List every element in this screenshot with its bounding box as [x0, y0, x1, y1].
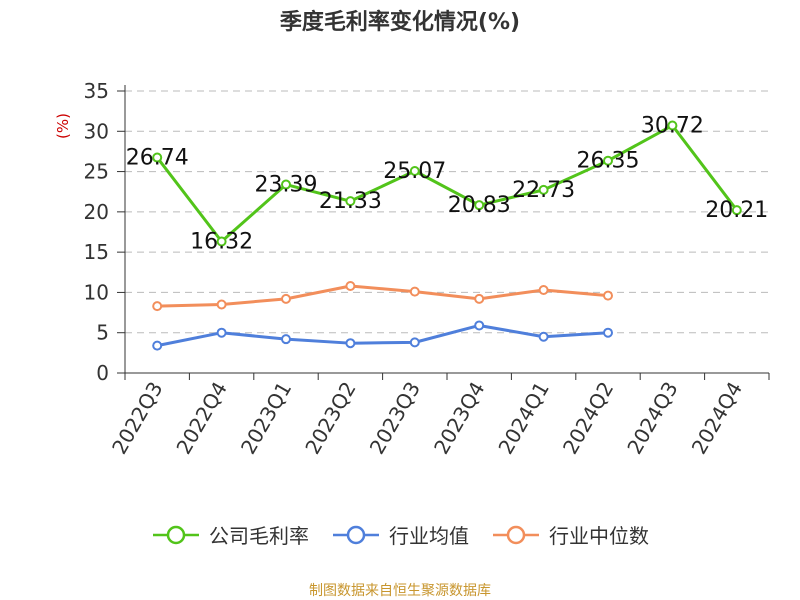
data-point	[603, 290, 613, 301]
data-point	[345, 196, 356, 207]
data-label: 26.74	[126, 146, 189, 171]
data-point	[603, 327, 613, 338]
series-line	[156, 323, 609, 348]
series-line	[157, 284, 609, 308]
data-label: 26.35	[577, 149, 640, 174]
y-tick-label: 10	[84, 280, 109, 304]
legend-item-industry-median[interactable]: 行业中位数	[491, 520, 649, 549]
data-point	[409, 337, 420, 348]
data-point	[152, 301, 163, 312]
legend-label: 公司毛利率	[209, 524, 309, 548]
chart-title: 季度毛利率变化情况(%)	[279, 10, 521, 35]
data-point	[281, 334, 291, 345]
x-tick-label: 2024Q3	[622, 378, 682, 459]
legend: 公司毛利率 行业均值 行业中位数	[0, 520, 800, 549]
x-tick-label: 2023Q3	[365, 378, 425, 459]
legend-item-industry-mean[interactable]: 行业均值	[331, 520, 469, 549]
data-point	[345, 280, 356, 291]
data-point	[474, 200, 485, 211]
legend-label: 行业均值	[389, 524, 469, 548]
y-tick-label: 0	[96, 361, 109, 385]
y-tick-label: 15	[84, 240, 109, 264]
data-point	[667, 120, 678, 131]
x-tick-label: 2024Q2	[558, 378, 618, 459]
data-point	[474, 293, 485, 304]
data-point	[538, 285, 549, 296]
x-tick-label: 2023Q4	[429, 378, 489, 459]
data-label: 22.73	[512, 178, 575, 203]
legend-label: 行业中位数	[549, 524, 649, 548]
legend-marker-icon	[153, 525, 199, 544]
data-label: 23.39	[255, 173, 318, 198]
data-point	[603, 155, 613, 166]
y-tick-label: 20	[84, 200, 109, 224]
legend-item-company[interactable]: 公司毛利率	[151, 520, 309, 549]
data-point	[409, 166, 420, 177]
data-point	[538, 331, 549, 342]
y-tick-label: 25	[84, 160, 109, 184]
x-tick-label: 2024Q1	[493, 378, 553, 459]
x-tick-label: 2023Q1	[236, 378, 296, 459]
data-label: 25.07	[383, 159, 446, 184]
source-note: 制图数据来自恒生聚源数据库	[309, 583, 491, 599]
data-point	[152, 152, 163, 163]
x-tick-label: 2022Q4	[171, 378, 231, 459]
x-tick-label: 2024Q4	[687, 378, 747, 459]
data-point	[538, 184, 549, 195]
data-point	[409, 286, 420, 297]
data-label: 16.32	[190, 230, 253, 255]
y-tick-label: 5	[96, 321, 109, 345]
data-point	[281, 293, 291, 304]
data-label: 20.83	[448, 193, 511, 218]
data-point	[216, 327, 227, 338]
data-point	[731, 205, 742, 216]
data-label: 30.72	[641, 113, 704, 138]
data-point	[345, 338, 356, 349]
y-tick-label: 30	[84, 119, 109, 143]
x-tick-label: 2022Q3	[107, 378, 167, 459]
data-point	[474, 320, 485, 331]
data-label: 21.33	[319, 189, 382, 214]
series-line	[156, 123, 738, 244]
y-axis-label: (%)	[54, 113, 72, 139]
legend-marker-icon	[493, 525, 539, 544]
legend-marker-icon	[333, 525, 379, 544]
x-tick-label: 2023Q2	[300, 378, 360, 459]
y-tick-label: 35	[84, 79, 109, 103]
data-point	[281, 179, 291, 190]
data-point	[216, 236, 227, 247]
data-point	[216, 299, 227, 310]
data-point	[152, 340, 163, 351]
data-label: 20.21	[705, 198, 768, 223]
